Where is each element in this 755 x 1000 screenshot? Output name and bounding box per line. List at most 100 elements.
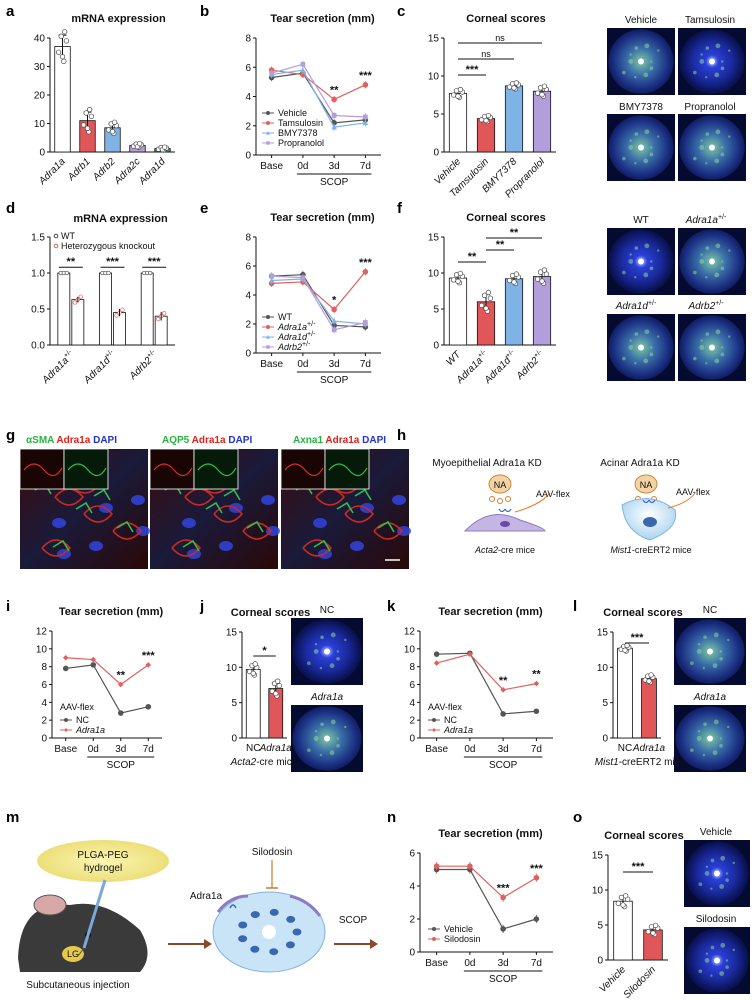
point-c-0: [457, 86, 464, 93]
chart-c-y-tick-label: 0: [433, 148, 439, 159]
point-k-0-3: [533, 708, 540, 715]
micrograph-0: αSMA Adra1a DAPI: [19, 435, 150, 569]
bar-d-2-0: [140, 272, 154, 346]
eye-l-adra1a-stain: [690, 748, 694, 752]
chart-i-y-tick-label: 8: [41, 662, 47, 673]
eye-f-adra1d-stain: [628, 345, 634, 350]
point-e-3-1: [300, 275, 306, 280]
series-line-k-1: [436, 653, 537, 691]
chart-d: mRNA expression 0.0 0.5 1.0 1.5 ** Adra1a+/- **…: [31, 213, 175, 387]
point-f-1: [487, 295, 494, 301]
point-b-3-1: [300, 61, 306, 67]
inset-red-signal: [153, 463, 193, 477]
series-line-i-0: [65, 664, 149, 714]
sig-label-b-1: ***: [359, 70, 373, 82]
eye-j-nc-stain: [330, 632, 336, 638]
point-o-1: [650, 930, 656, 936]
eye-c-bmy-stain: [643, 158, 649, 164]
eye-f-adrb2: [678, 314, 746, 381]
eye-f-adra1d-stain: [634, 361, 637, 365]
chart-e-y-tick-label: 2: [245, 320, 251, 331]
chart-j-y-tick-label: 5: [231, 698, 237, 709]
point-o-0: [620, 902, 626, 908]
x-label-k-3: 7d: [531, 744, 542, 755]
chart-a-y-tick-label: 20: [34, 91, 46, 102]
point-f-2: [506, 277, 513, 284]
img-label-l-0: NC: [703, 605, 717, 616]
adra1a-receptor-m: [229, 904, 237, 909]
sig-label-d-1: ***: [106, 256, 120, 268]
scop-label-m: SCOP: [339, 915, 368, 926]
img-label-f-0-base: WT: [633, 215, 649, 226]
eye-j-adra1a-stain: [320, 722, 324, 727]
chart-b: Tear secretion (mm) 0 2 4 6 8 Base 0d 3d 7d SCOP **…: [245, 13, 381, 188]
eye-f-adra1a-stain: [705, 246, 710, 250]
point-c-3: [541, 83, 548, 89]
eye-c-bmy: [607, 114, 675, 181]
stain-label-2: Axna1 Adra1a DAPI: [293, 435, 386, 446]
green-signal: [223, 488, 241, 501]
scop-label-k: SCOP: [489, 760, 518, 771]
eye-f-wt-stain: [644, 243, 650, 249]
stain-label-0: αSMA Adra1a DAPI: [26, 435, 117, 446]
bar-c-2: [504, 85, 524, 153]
eye-c-tamsulosin-stain: [705, 75, 708, 79]
point-a-1: [87, 106, 93, 113]
panel-label-d: d: [6, 200, 15, 217]
point-a-0: [59, 54, 66, 60]
eye-c-prop-stain: [705, 132, 710, 136]
eye-j-nc-stain: [319, 666, 323, 670]
h-right-caption-rest: -creERT2 mice: [632, 545, 692, 555]
eye-c-bmy-stain: [644, 129, 650, 135]
bar-c-3: [532, 90, 552, 153]
na-molecule: [489, 496, 495, 502]
sig-label: ***: [632, 861, 646, 873]
point-f-1: [485, 289, 492, 296]
eye-f-wt-stain: [622, 270, 626, 275]
point-c-1: [483, 117, 489, 124]
stain-word: AQP5: [162, 435, 190, 446]
nucleus: [350, 541, 364, 551]
na-vesicle-left: [488, 474, 512, 494]
point-f-1: [481, 292, 488, 298]
bar-c-0: [448, 93, 468, 153]
stain-word: Adra1a: [189, 435, 226, 446]
eye-l-nc-stain: [697, 642, 701, 646]
eye-c-vehicle: [607, 28, 675, 95]
point-i-0-2: [117, 710, 124, 716]
membrane: [373, 522, 404, 540]
sig-label-k-0: **: [499, 675, 508, 687]
eye-j-adra1a-stain: [330, 719, 336, 725]
point-e-2-0: [268, 277, 275, 283]
series-line-e-1: [271, 271, 366, 311]
na-label-right: NA: [640, 480, 653, 490]
inset-green: [63, 448, 109, 490]
chart-e-y-tick-label: 4: [245, 291, 251, 302]
chart-f-y-tick-label: 0: [433, 341, 439, 352]
arrow-2-head: [370, 939, 378, 949]
eye-o-silodosin-stain: [732, 948, 735, 952]
eye-j-nc-stain: [344, 638, 347, 642]
inset-red-signal: [23, 463, 63, 477]
legend-marker-k-0: [432, 718, 436, 722]
x-label-k-1: 0d: [464, 744, 475, 755]
point-f-1: [483, 305, 489, 311]
point-e-3-0: [269, 273, 275, 279]
chart-f-y-tick-label: 15: [428, 233, 440, 244]
sig-label-n-0: ***: [497, 883, 511, 895]
eye-c-bmy-stain: [657, 135, 660, 138]
eye-f-adra1d-stain: [634, 332, 639, 336]
eye-c-prop-stain: [699, 145, 705, 150]
img-label-j-0-base: NC: [320, 605, 334, 616]
eye-f-adra1a-stain: [705, 275, 708, 279]
img-label-c-3-base: Propranolol: [684, 102, 735, 113]
eye-j-adra1a-stain: [314, 729, 318, 733]
chart-d-y-tick-label: 0.0: [31, 341, 45, 352]
bar-f-2: [504, 278, 524, 346]
point-e-2-2: [331, 318, 337, 324]
point-c-2: [513, 80, 520, 86]
h-left-caption: Acta2-cre mice: [474, 545, 535, 555]
point-k-1-2: [500, 687, 506, 693]
chart-title-l: Corneal scores: [603, 607, 682, 619]
eye-j-adra1a-stain: [313, 736, 319, 741]
